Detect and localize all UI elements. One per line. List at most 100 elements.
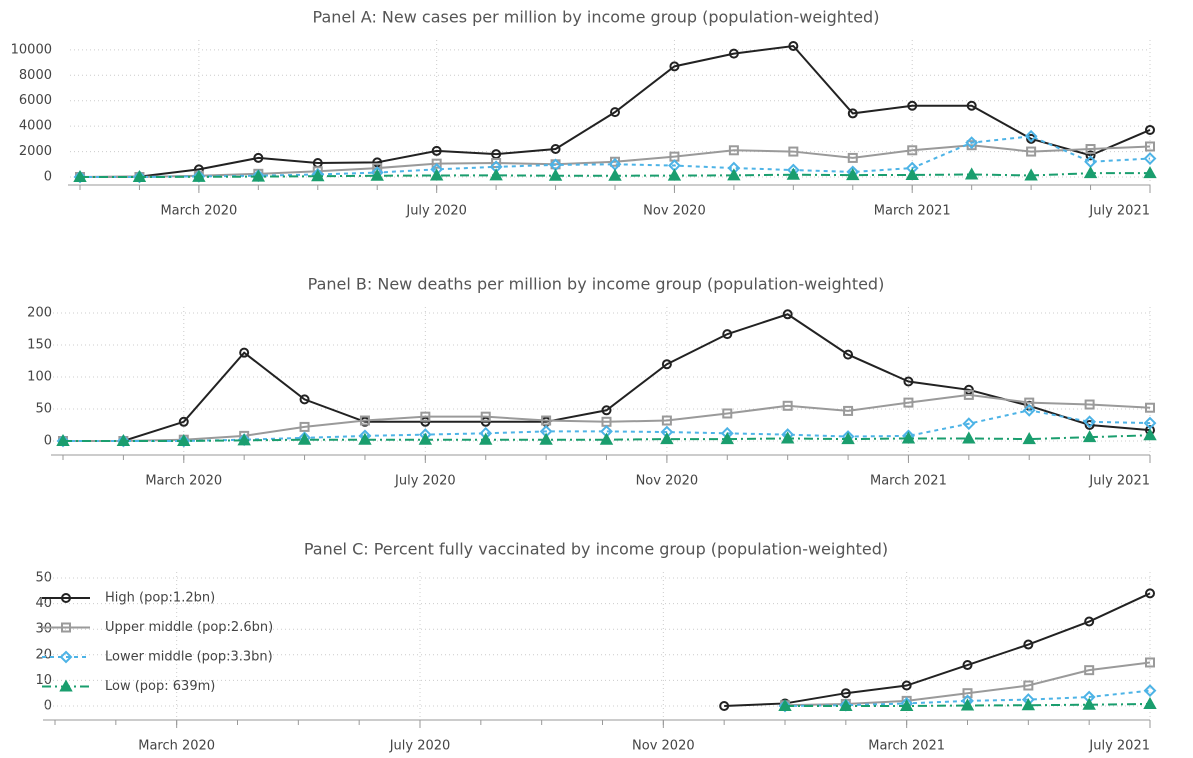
y-tick-label: 200	[27, 306, 52, 321]
marker	[132, 169, 147, 182]
x-tick-label: July 2021	[1088, 204, 1150, 219]
marker	[1084, 420, 1095, 430]
y-tick-label: 4000	[19, 119, 52, 134]
marker	[192, 169, 206, 182]
marker	[847, 108, 858, 119]
marker	[1083, 166, 1098, 179]
y-tick-label: 10	[35, 673, 52, 688]
marker	[1145, 141, 1155, 152]
marker	[903, 376, 914, 387]
marker	[901, 431, 916, 444]
y-tick-label: 30	[35, 622, 52, 637]
series-line	[724, 592, 1151, 707]
marker	[1024, 129, 1038, 143]
y-tick-label: 0	[44, 170, 52, 185]
legend-label: Low (pop: 639m)	[105, 679, 215, 694]
marker	[1023, 639, 1034, 650]
marker	[1145, 657, 1155, 668]
marker	[1083, 415, 1097, 429]
marker	[728, 48, 739, 59]
marker	[479, 432, 493, 445]
marker	[1084, 665, 1095, 676]
y-tick-label: 0	[44, 699, 52, 714]
marker	[311, 169, 325, 182]
chart-title: Panel C: Percent fully vaccinated by inc…	[304, 540, 888, 559]
x-tick-label: July 2020	[389, 739, 451, 754]
series-line	[63, 313, 1151, 442]
y-tick-label: 20	[35, 647, 52, 662]
marker	[963, 389, 974, 400]
marker	[1143, 166, 1157, 179]
marker	[1085, 150, 1096, 161]
marker	[788, 41, 799, 51]
marker	[299, 421, 310, 432]
marker	[782, 400, 793, 411]
marker	[177, 433, 191, 446]
marker	[239, 347, 250, 358]
marker	[1145, 124, 1155, 135]
y-tick-label: 50	[35, 402, 52, 417]
marker	[727, 168, 741, 181]
marker	[1143, 416, 1157, 430]
marker	[1145, 402, 1155, 413]
marker	[61, 593, 71, 603]
marker	[541, 415, 552, 426]
marker	[1024, 168, 1038, 181]
marker	[1026, 146, 1037, 157]
marker	[61, 622, 71, 633]
marker	[786, 167, 801, 180]
marker	[599, 432, 614, 445]
chart-title: Panel A: New cases per million by income…	[313, 8, 880, 27]
marker	[237, 433, 251, 446]
series-line	[784, 689, 1151, 707]
marker	[489, 168, 503, 181]
marker	[1085, 144, 1096, 155]
marker	[420, 411, 431, 422]
marker	[539, 432, 553, 445]
y-tick-label: 6000	[19, 93, 52, 108]
y-tick-label: 150	[27, 338, 52, 353]
marker	[839, 698, 853, 711]
marker	[1023, 680, 1034, 691]
marker	[480, 416, 491, 427]
marker	[1084, 399, 1095, 410]
y-tick-label: 50	[35, 571, 52, 586]
marker	[960, 698, 975, 711]
marker	[719, 701, 730, 711]
marker	[965, 136, 979, 150]
marker	[667, 168, 682, 181]
marker	[661, 415, 672, 426]
legend-label: High (pop:1.2bn)	[105, 591, 215, 606]
marker	[962, 417, 976, 431]
marker	[299, 394, 310, 405]
x-tick-label: March 2021	[870, 474, 947, 489]
marker	[548, 168, 563, 181]
marker	[788, 146, 799, 157]
marker	[966, 140, 977, 151]
marker	[429, 168, 444, 181]
marker	[1143, 152, 1157, 165]
marker	[847, 152, 858, 163]
marker	[1022, 432, 1036, 445]
marker	[73, 169, 87, 182]
x-tick-label: July 2021	[1088, 474, 1150, 489]
x-tick-label: Nov 2020	[643, 204, 706, 219]
marker	[610, 156, 620, 167]
marker	[722, 408, 733, 419]
marker	[56, 433, 70, 446]
marker	[370, 168, 384, 181]
marker	[480, 411, 491, 422]
marker	[780, 431, 795, 444]
x-tick-label: Nov 2020	[636, 474, 699, 489]
marker	[964, 167, 979, 180]
marker	[907, 100, 918, 111]
marker	[59, 679, 73, 692]
marker	[905, 167, 919, 180]
marker	[963, 384, 974, 395]
marker	[431, 145, 442, 156]
marker	[1022, 403, 1036, 417]
marker	[59, 650, 73, 664]
legend-label: Lower middle (pop:3.3bn)	[105, 650, 273, 665]
marker	[660, 432, 674, 445]
